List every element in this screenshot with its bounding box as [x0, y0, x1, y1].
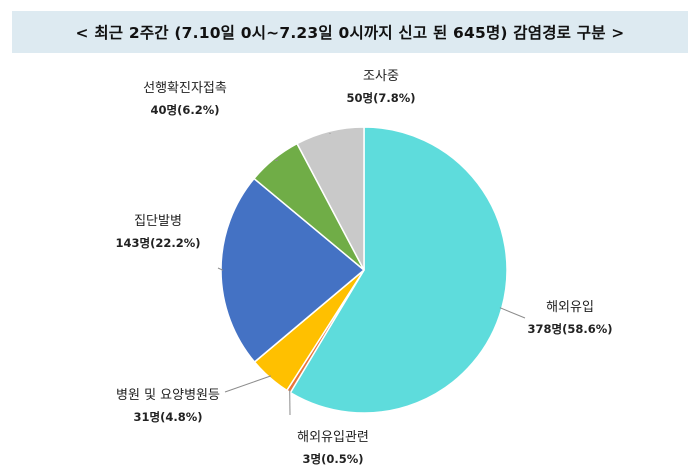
leader-line — [224, 375, 272, 393]
slice-value-label: 50명(7.8%) — [347, 91, 416, 105]
leader-line — [217, 267, 224, 271]
slice-value-label: 143명(22.2%) — [116, 236, 201, 250]
slice-value-label: 40명(6.2%) — [151, 103, 220, 117]
pie-slice — [220, 177, 366, 364]
leader-line — [275, 159, 279, 161]
slice-value-label: 31명(4.8%) — [134, 410, 203, 424]
slice-value-label: 378명(58.6%) — [528, 322, 613, 336]
chart-title: < 최근 2주간 (7.10일 0시~7.23일 0시까지 신고 된 645명)… — [12, 11, 688, 53]
slice-label: 선행확진자접촉 — [143, 80, 227, 96]
slice-label: 집단발병 — [134, 214, 182, 229]
pie-slice — [296, 126, 365, 271]
slice-label: 조사중 — [363, 69, 399, 84]
slice-label: 해외유입관련 — [297, 430, 369, 445]
slice-label: 해외유입 — [546, 300, 594, 315]
leader-line — [499, 307, 526, 319]
slice-label: 병원 및 요양병원등 — [116, 388, 220, 403]
slice-value-label: 3명(0.5%) — [303, 452, 364, 466]
